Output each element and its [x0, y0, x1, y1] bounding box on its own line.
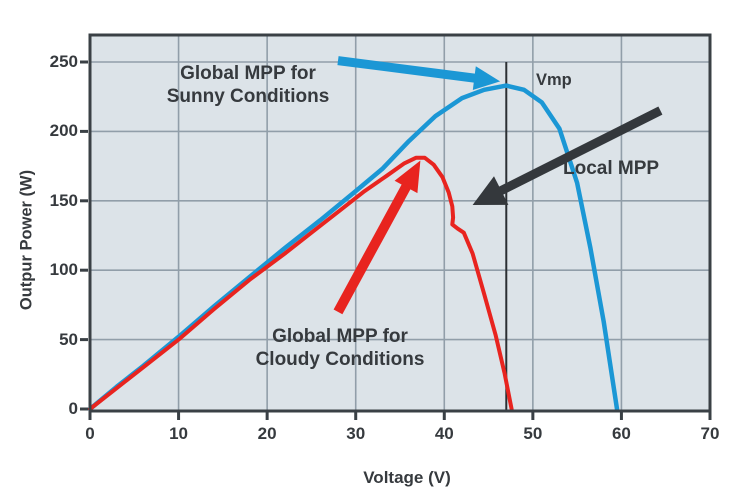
- local-mpp-arrow-shaft: [496, 106, 663, 196]
- y-tick-label: 0: [68, 399, 78, 418]
- y-tick-label: 250: [49, 52, 78, 71]
- local-mpp-arrow-head: [472, 176, 509, 205]
- x-tick-label: 0: [85, 424, 95, 443]
- annotation-vmp: Vmp: [536, 71, 572, 89]
- sunny-mpp-arrow-shaft: [337, 56, 478, 83]
- y-tick-label: 200: [49, 121, 78, 141]
- x-tick-label: 20: [257, 424, 277, 443]
- annotation-sunny-mpp: Global MPP for Sunny Conditions: [103, 62, 393, 108]
- cloudy-mpp-arrow-shaft: [333, 181, 412, 315]
- x-tick-label: 40: [434, 424, 454, 443]
- x-axis-title: Voltage (V): [363, 468, 451, 487]
- annotation-sunny-mpp-line1: Global MPP for: [180, 63, 316, 84]
- plot-frame: [88, 33, 712, 413]
- x-tick-label: 50: [523, 424, 543, 443]
- cloudy-mpp-arrow-head: [394, 160, 421, 194]
- x-tick-label: 60: [611, 424, 631, 443]
- curve-cloudy: [88, 155, 514, 411]
- annotation-sunny-mpp-line2: Sunny Conditions: [166, 86, 330, 107]
- y-tick-label: 100: [49, 260, 78, 280]
- annotation-cloudy-mpp-line1: Global MPP for: [272, 326, 408, 347]
- y-tick-label: 50: [59, 329, 78, 349]
- annotation-cloudy-mpp: Global MPP for Cloudy Conditions: [195, 325, 485, 371]
- x-tick-label: 70: [700, 424, 720, 443]
- annotation-local-mpp: Local MPP: [563, 158, 660, 179]
- annotation-cloudy-mpp-line2: Cloudy Conditions: [255, 349, 425, 370]
- y-tick-label: 150: [49, 190, 78, 210]
- sunny-mpp-arrow-head: [472, 66, 501, 90]
- x-tick-label: 10: [169, 424, 189, 443]
- x-tick-label: 30: [346, 424, 366, 443]
